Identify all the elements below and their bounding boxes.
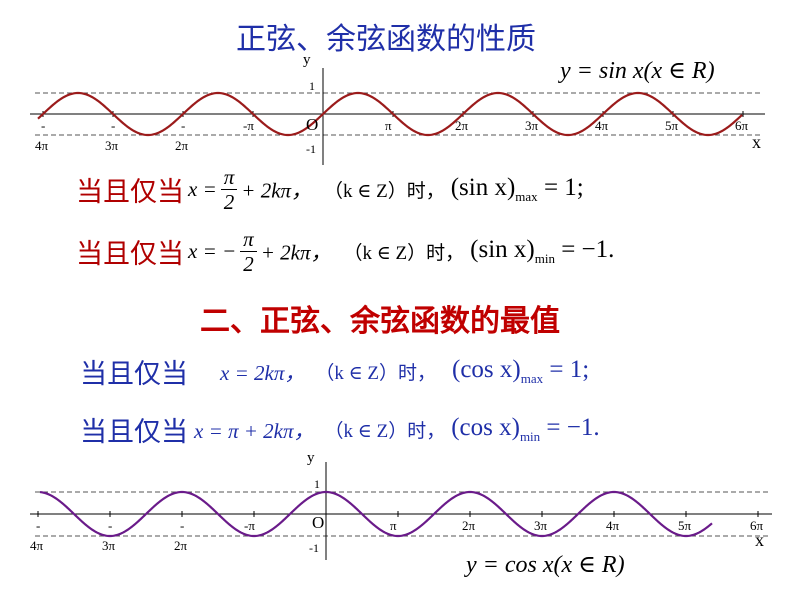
origin-label: O (306, 115, 318, 134)
x-tick-label: 6π (735, 118, 749, 133)
x-axis-label: x (752, 132, 761, 152)
x-tick-label: 3π (534, 518, 548, 533)
x-axis-label: x (755, 530, 764, 550)
x-tick-label: 5π (665, 118, 679, 133)
section-title: 二、正弦、余弦函数的最值 (200, 304, 560, 339)
y-axis-label: y (303, 52, 311, 68)
x-tick-label: - (108, 518, 112, 533)
sine-graph: y x O 1 -1 - 4π - 3π - 2π -π π 2π 3π 4π 5π 6π (30, 52, 765, 165)
condition-prefix: 当且仅当 (76, 239, 184, 270)
y-tick-neg1: -1 (306, 142, 316, 156)
x-tick-sublabel: 2π (174, 538, 188, 553)
condition-prefix: 当且仅当 (80, 417, 188, 448)
sin-min-result: (sin x)min = −1. (470, 236, 615, 266)
sin-min-condition: （k ∈ Z）时， (343, 243, 465, 264)
x-tick-sublabel: 2π (175, 138, 189, 153)
cos-max-expr: x = 2kπ， (220, 360, 306, 385)
y-tick-1: 1 (309, 79, 315, 93)
sin-min-fraction: π 2 (240, 227, 257, 276)
x-tick-sublabel: 3π (102, 538, 116, 553)
cos-max-result: (cos x)max = 1; (452, 356, 590, 386)
x-tick-label: 5π (678, 518, 692, 533)
y-axis-label: y (307, 450, 315, 466)
x-tick-label: 2π (455, 118, 469, 133)
fraction-denominator: 2 (243, 252, 254, 276)
x-tick-label: π (385, 118, 392, 133)
cosine-equation: y = cos x(x ∈ R) (466, 552, 625, 578)
sin-min-row: 当且仅当 x = − π 2 + 2kπ， （k ∈ Z）时， (sin x)m… (76, 227, 614, 287)
x-tick-label: - (41, 118, 45, 133)
x-tick-label: - (111, 118, 115, 133)
sin-max-tail: + 2kπ， (241, 178, 313, 203)
x-tick-label: - (180, 518, 184, 533)
cos-min-condition: （k ∈ Z）时， (324, 421, 446, 442)
x-tick-sublabel: 4π (35, 138, 49, 153)
cos-max-condition: （k ∈ Z）时， (315, 363, 437, 384)
x-tick-label: π (390, 518, 397, 533)
x-tick-label: 3π (525, 118, 539, 133)
x-tick-sublabel: 3π (105, 138, 119, 153)
x-tick-label: 4π (606, 518, 620, 533)
sine-equation: y = sin x(x ∈ R) (560, 58, 715, 84)
x-tick-label: 4π (595, 118, 609, 133)
x-tick-labels: - 4π - 3π - 2π -π π 2π 3π 4π 5π 6π (35, 118, 749, 153)
y-tick-neg1: -1 (309, 541, 319, 555)
x-tick-label: 2π (462, 518, 476, 533)
y-tick-1: 1 (314, 477, 320, 491)
sin-max-result: (sin x)max = 1; (450, 174, 584, 204)
x-tick-label: -π (244, 518, 255, 533)
cos-min-row: 当且仅当 x = π + 2kπ， （k ∈ Z）时， (cos x)min =… (80, 410, 600, 449)
sine-curve (37, 91, 743, 137)
sin-max-fraction: π 2 (220, 165, 238, 214)
sin-max-row: 当且仅当 x = π 2 + 2kπ， （k ∈ Z）时， (sin x)max… (76, 165, 584, 225)
fraction-denominator: 2 (223, 190, 235, 214)
sin-min-tail: + 2kπ， (260, 240, 332, 265)
cos-min-expr: x = π + 2kπ， (194, 418, 315, 443)
x-tick-labels: - 4π - 3π - 2π -π π 2π 3π 4π 5π 6π (30, 518, 764, 553)
fraction-numerator: π (220, 165, 238, 190)
fraction-numerator: π (240, 227, 257, 252)
x-tick-label: -π (243, 118, 254, 133)
x-tick-label: - (181, 118, 185, 133)
sin-max-condition: （k ∈ Z）时， (324, 181, 445, 202)
cos-min-result: (cos x)min = −1. (451, 414, 600, 444)
cos-max-row: 当且仅当 x = 2kπ， （k ∈ Z）时， (cos x)max = 1; (80, 352, 589, 391)
condition-prefix: 当且仅当 (76, 177, 184, 208)
x-tick-label: - (36, 518, 40, 533)
tick-marks (37, 511, 759, 517)
cosine-graph: y x O 1 -1 - 4π - 3π - 2π -π π 2π 3π 4π 5π 6π (30, 450, 772, 560)
x-tick-sublabel: 4π (30, 538, 44, 553)
origin-label: O (312, 513, 324, 532)
sin-max-lhs: x = (188, 177, 217, 201)
page-title: 正弦、余弦函数的性质 (236, 22, 536, 57)
sin-min-lhs: x = − (188, 239, 237, 263)
x-tick-label: 6π (750, 518, 764, 533)
cosine-curve (39, 490, 713, 538)
condition-prefix: 当且仅当 (80, 359, 188, 390)
